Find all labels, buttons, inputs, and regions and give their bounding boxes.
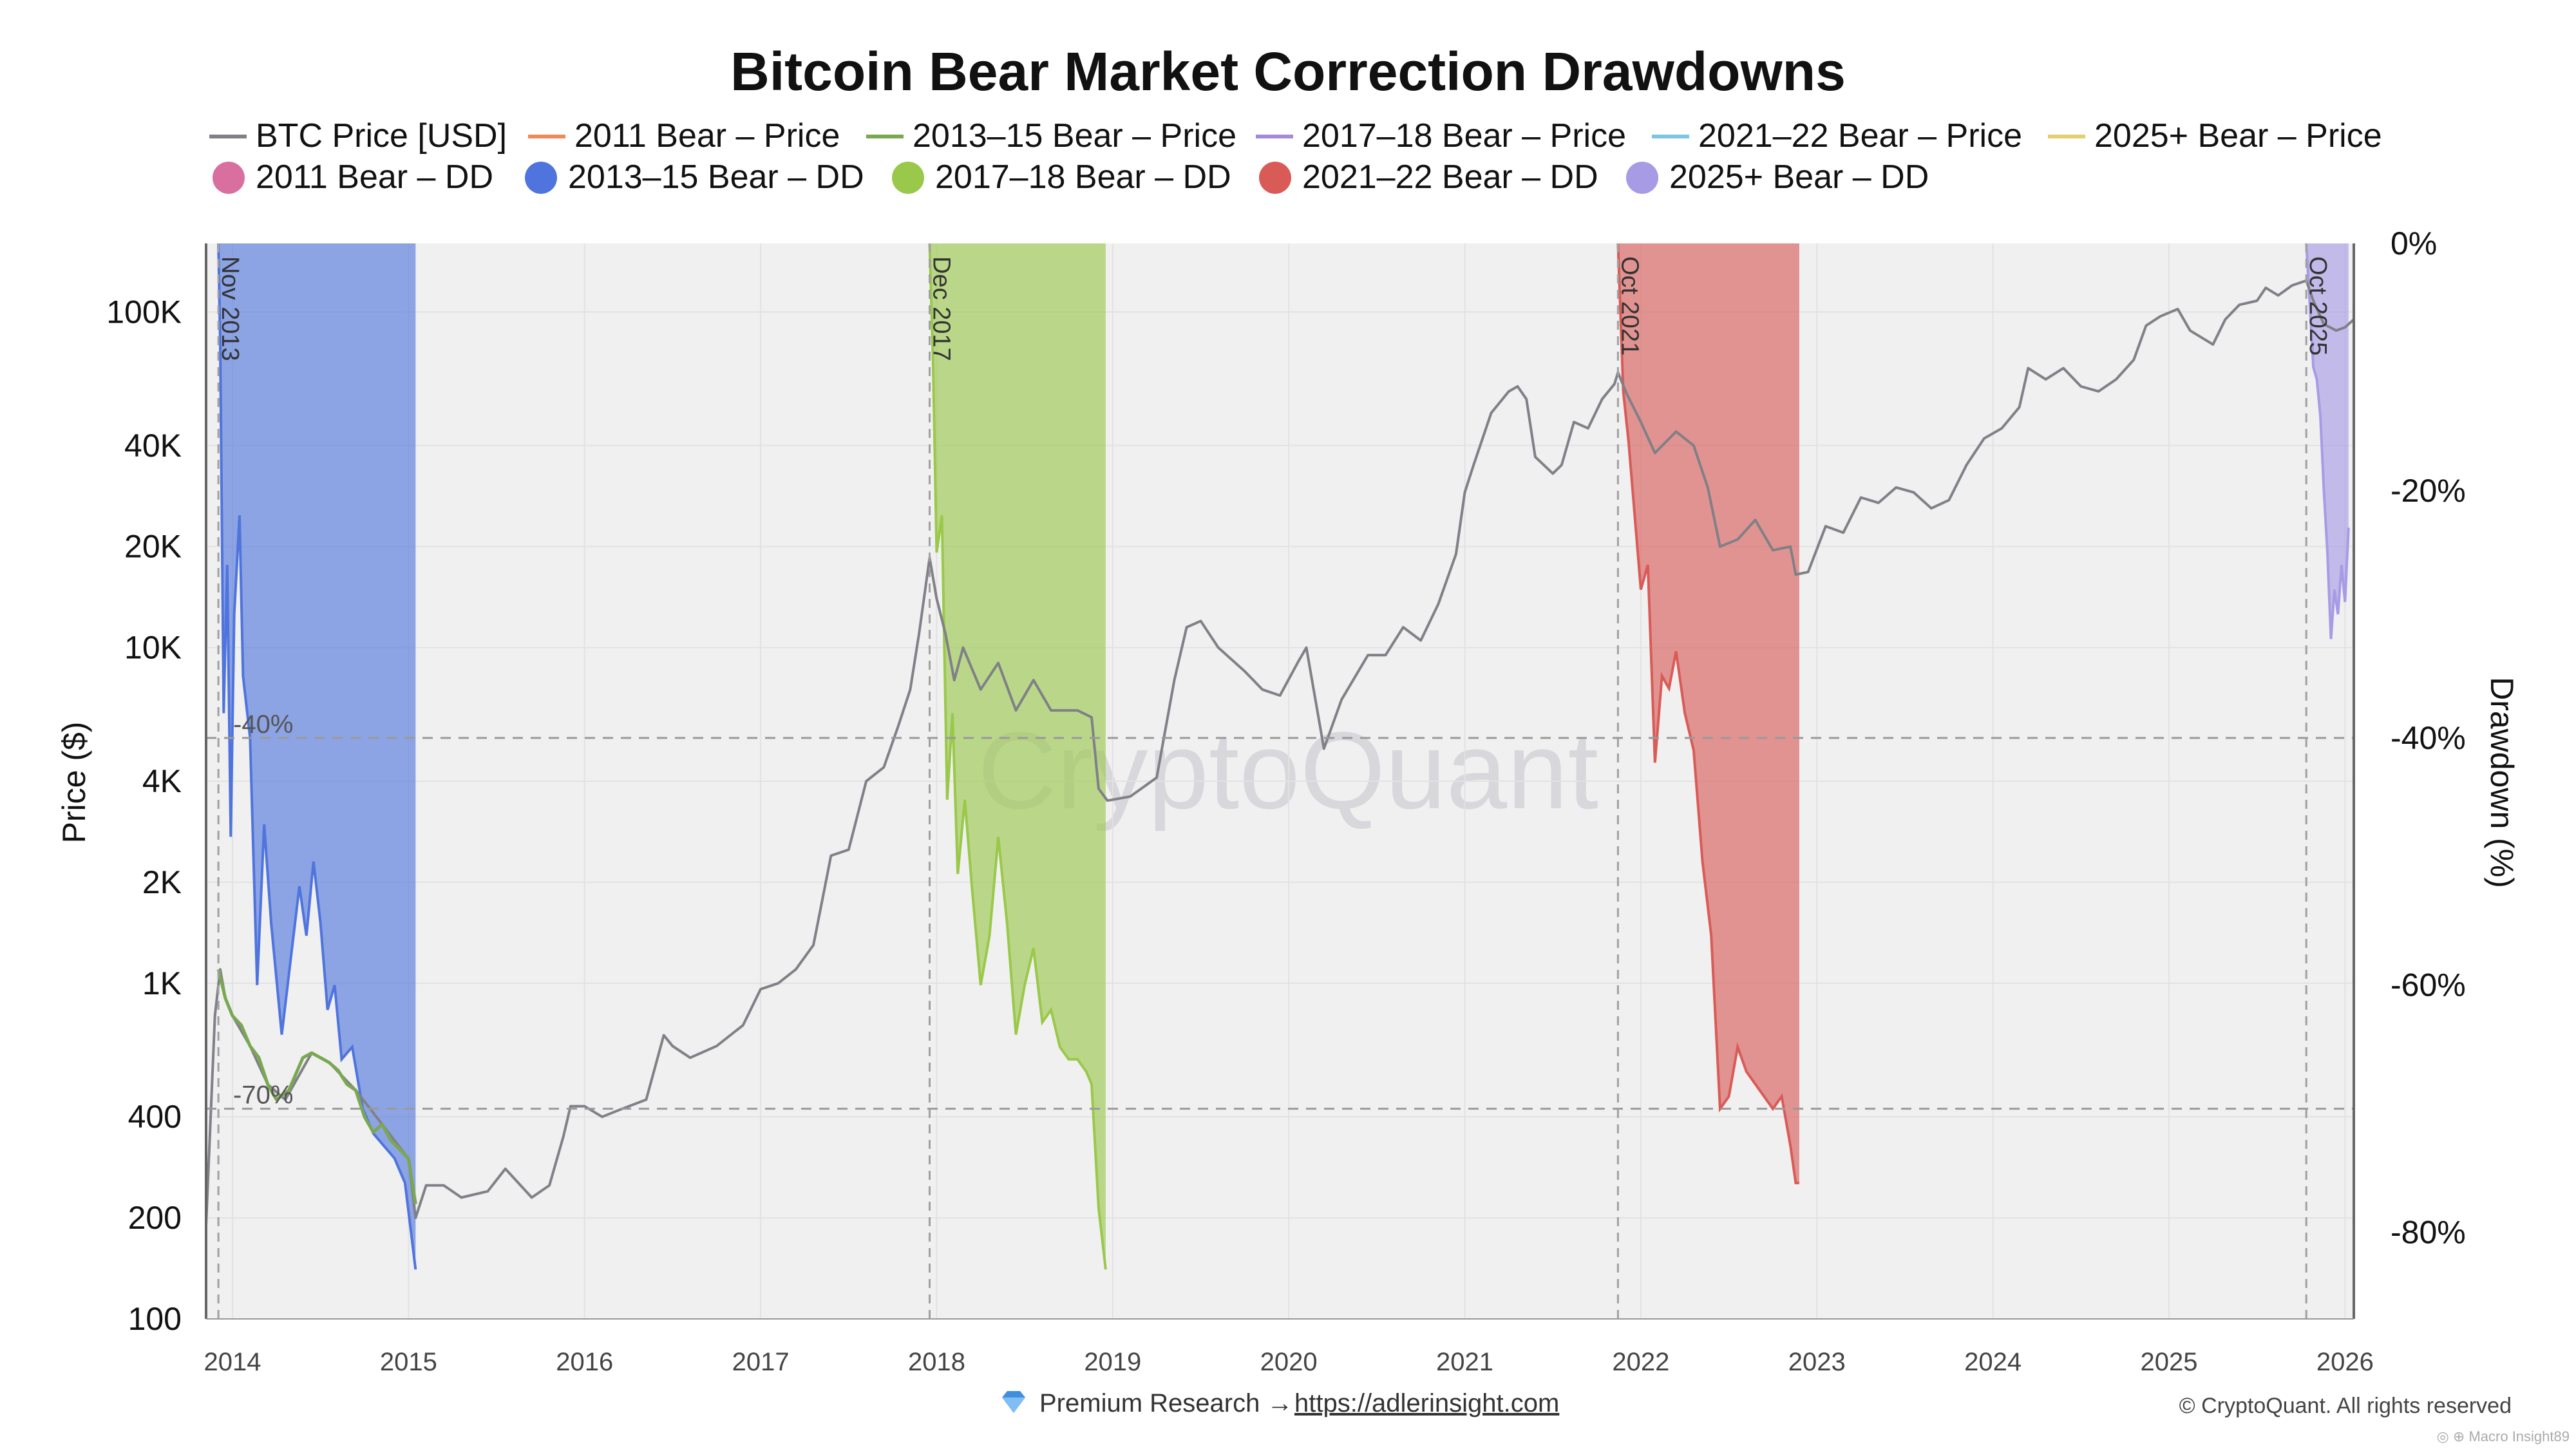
legend-item: 2017–18 Bear – DD (892, 158, 1231, 196)
x-tick-label: 2023 (1788, 1348, 1846, 1376)
legend-item: 2011 Bear – Price (528, 117, 840, 155)
drawdown-area (929, 243, 1106, 1270)
legend-dot-swatch (525, 162, 557, 194)
x-tick-label: 2026 (2316, 1348, 2374, 1376)
x-tick-label: 2014 (204, 1348, 261, 1376)
drawdown-area (218, 243, 416, 1270)
legend-label: 2013–15 Bear – DD (568, 158, 864, 196)
y-tick-label: 400 (128, 1099, 182, 1135)
legend-dot-swatch (213, 162, 245, 194)
y-tick-label: 100 (128, 1301, 182, 1337)
y2-tick-label: -60% (2391, 967, 2466, 1003)
y-tick-label: 200 (128, 1200, 182, 1236)
x-tick-label: 2019 (1084, 1348, 1141, 1376)
legend-label: 2025+ Bear – Price (2094, 117, 2382, 155)
legend-label: 2021–22 Bear – DD (1302, 158, 1598, 196)
legend-label: 2013–15 Bear – Price (913, 117, 1236, 155)
x-tick-label: 2020 (1260, 1348, 1318, 1376)
drawdown-area (2306, 243, 2349, 639)
price-line (205, 279, 2355, 1226)
y2-tick-label: -80% (2391, 1215, 2466, 1251)
legend-item: 2013–15 Bear – Price (866, 117, 1236, 155)
drawdown-line (1616, 243, 1799, 1184)
event-label: Dec 2017 (928, 256, 955, 361)
legend-item: BTC Price [USD] (209, 117, 507, 155)
legend-dot-swatch (892, 162, 924, 194)
event-label: Oct 2025 (2304, 256, 2331, 355)
reference-lines: -40% -70% (206, 710, 2354, 1110)
x-tick-label: 2021 (1436, 1348, 1493, 1376)
legend-label: 2021–22 Bear – Price (1698, 117, 2022, 155)
drawdown-line (928, 243, 1107, 1270)
y2-tick-label: -40% (2391, 720, 2466, 756)
event-label: Nov 2013 (216, 256, 243, 361)
y-tick-label: 20K (124, 529, 182, 565)
legend-label: 2011 Bear – Price (574, 117, 840, 155)
price-lines (205, 279, 2355, 1226)
y-tick-label: 10K (124, 630, 182, 666)
axes: 100 200 400 1K 2K 4K 10K 20K 40K 100K 0% -20% -40% -6… (106, 225, 2466, 1376)
x-tick-label: 2017 (732, 1348, 790, 1376)
drawdown-areas (217, 243, 2350, 1270)
macro-insight-tag: ◎ ⊕ Macro Insight89 (2437, 1428, 2570, 1444)
legend-item: 2011 Bear – DD (213, 158, 493, 196)
legend-label: BTC Price [USD] (256, 117, 507, 155)
y-tick-label: 2K (142, 864, 182, 900)
y-axis-label: Price ($) (56, 722, 92, 844)
copyright-text: © CryptoQuant. All rights reserved (2179, 1394, 2512, 1418)
legend-label: 2025+ Bear – DD (1669, 158, 1929, 196)
y-tick-label: 4K (142, 763, 182, 799)
legend-item: 2021–22 Bear – DD (1259, 158, 1598, 196)
footer-link[interactable]: https://adlerinsight.com (1294, 1389, 1559, 1417)
y-tick-label: 1K (142, 965, 182, 1001)
legend-item: 2021–22 Bear – Price (1652, 117, 2022, 155)
y2-axis-label: Drawdown (%) (2484, 677, 2520, 888)
footer-prefix: Premium Research → (1039, 1389, 1293, 1417)
x-tick-label: 2025 (2140, 1348, 2197, 1376)
reference-label: -40% (233, 710, 293, 739)
legend-dot-swatch (1626, 162, 1658, 194)
legend-item: 2013–15 Bear – DD (525, 158, 864, 196)
x-tick-label: 2016 (556, 1348, 613, 1376)
legend-label: 2011 Bear – DD (256, 158, 493, 196)
x-tick-label: 2015 (380, 1348, 437, 1376)
y2-tick-label: -20% (2391, 473, 2466, 509)
legend-item: 2017–18 Bear – Price (1256, 117, 1626, 155)
x-tick-label: 2022 (1612, 1348, 1669, 1376)
legend-item: 2025+ Bear – DD (1626, 158, 1929, 196)
chart-legend: BTC Price [USD] 2011 Bear – Price 2013–15 … (209, 117, 2382, 196)
legend-label: 2017–18 Bear – DD (935, 158, 1231, 196)
reference-label: -70% (233, 1081, 293, 1110)
legend-dot-swatch (1259, 162, 1291, 194)
legend-item: 2025+ Bear – Price (2048, 117, 2382, 155)
drawdown-area (1618, 243, 1799, 1183)
y2-tick-label: 0% (2391, 225, 2437, 261)
gem-icon (1002, 1391, 1025, 1413)
price-line (216, 969, 417, 1204)
chart-title: Bitcoin Bear Market Correction Drawdowns (730, 41, 1846, 102)
event-label: Oct 2021 (1616, 256, 1643, 355)
drawdown-line (2305, 243, 2350, 639)
legend-label: 2017–18 Bear – Price (1302, 117, 1626, 155)
footer: Premium Research → https://adlerinsight.… (1002, 1389, 2570, 1444)
event-markers: Nov 2013 Dec 2017 Oct 2021 Oct 2025 (216, 243, 2331, 1319)
y-tick-label: 100K (106, 294, 182, 330)
x-tick-label: 2024 (1964, 1348, 2022, 1376)
x-tick-label: 2018 (908, 1348, 965, 1376)
y-tick-label: 40K (124, 428, 182, 464)
